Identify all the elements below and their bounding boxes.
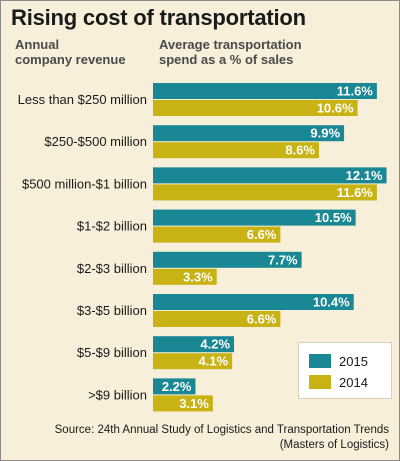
bar-2015 [153,336,235,353]
bar-2014 [153,142,319,159]
category-label: $1-$2 billion [77,219,147,234]
data-label-2015: 11.6% [337,84,374,99]
bar-2015 [153,83,377,99]
data-label-2015: 10.4% [313,295,350,310]
data-label-2014: 3.3% [183,269,213,284]
data-label-2015: 2.2% [162,379,192,394]
data-label-2014: 3.1% [179,396,209,411]
chart-title: Rising cost of transportation [11,5,306,30]
data-label-2014: 4.1% [198,354,228,369]
data-label-2015: 4.2% [200,337,230,352]
category-label: $250-$500 million [44,134,147,149]
bar-2014 [153,268,217,285]
bar-2015 [153,209,356,226]
legend: 2015 2014 [298,342,392,399]
bar-2014 [153,395,213,412]
legend-item-2015: 2015 [309,353,368,369]
legend-swatch-2014 [309,375,331,389]
data-label-2014: 10.6% [317,101,354,116]
data-label-2015: 12.1% [346,168,383,183]
bar-2015 [153,294,354,310]
bar-2014 [153,226,281,243]
legend-item-2014: 2014 [309,374,368,390]
bar-2015 [153,125,345,142]
source-line-2: (Masters of Logistics) [279,439,389,451]
bar-2014 [153,184,377,201]
category-label: >$9 billion [88,387,147,402]
category-label: Less than $250 million [18,92,147,107]
category-header-line-1: Annual [15,37,60,52]
data-label-2015: 10.5% [315,210,352,225]
category-header-line-2: company revenue [15,52,126,67]
data-label-2014: 6.6% [247,227,277,242]
bar-2014 [153,100,358,116]
data-label-2015: 9.9% [310,126,340,141]
bar-2015 [153,378,196,395]
data-label-2015: 7.7% [268,252,298,267]
value-header-line-1: Average transportation [159,37,302,52]
source-line-1: Source: 24th Annual Study of Logistics a… [54,424,389,436]
category-label: $2-$3 billion [77,261,147,276]
category-label: $500 million-$1 billion [22,176,147,191]
legend-label-2014: 2014 [339,374,368,390]
legend-label-2015: 2015 [339,353,368,369]
category-column-header: Annual company revenue [15,37,145,67]
category-label: $3-$5 billion [77,303,147,318]
data-label-2014: 11.6% [337,185,374,200]
value-header-line-2: spend as a % of sales [159,52,294,67]
data-label-2014: 6.6% [247,312,277,327]
bar-2014 [153,311,281,327]
data-label-2014: 8.6% [285,143,315,158]
value-column-header: Average transportation spend as a % of s… [159,37,379,67]
bar-2015 [153,167,387,184]
bar-2014 [153,353,233,370]
source-note: Source: 24th Annual Study of Logistics a… [9,423,389,453]
bar-2015 [153,251,302,268]
legend-swatch-2015 [309,354,331,368]
category-label: $5-$9 billion [77,345,147,360]
